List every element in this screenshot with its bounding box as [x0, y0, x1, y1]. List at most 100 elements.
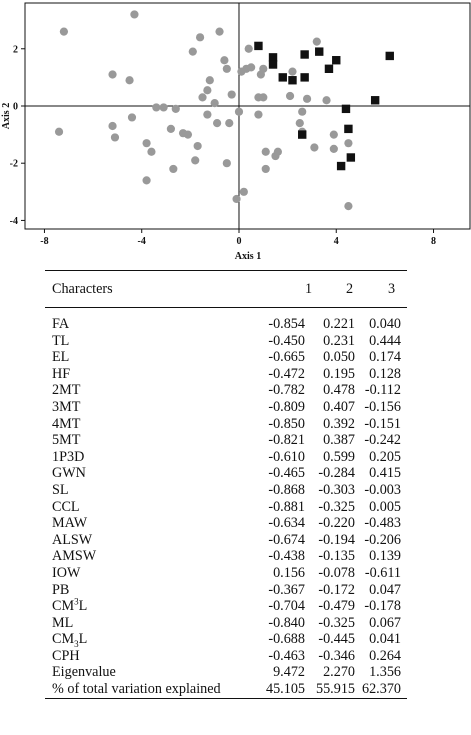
square-data-point: [300, 73, 309, 82]
square-data-point: [300, 50, 309, 59]
table-row: CM3L -0.688 -0.445 0.041: [45, 631, 407, 648]
table-bottom-rule: [45, 697, 407, 699]
row-loading-1: -0.610: [268, 448, 305, 465]
row-loading-1: -0.674: [268, 531, 305, 548]
row-character: Eigenvalue: [52, 664, 116, 681]
circle-data-point: [191, 156, 200, 165]
circle-data-point: [193, 141, 202, 151]
circle-data-point: [210, 99, 219, 108]
table-row: SL -0.868 -0.303 -0.003: [45, 482, 407, 499]
circle-data-point: [285, 91, 295, 101]
row-loading-1: -0.438: [268, 548, 305, 565]
circle-data-point: [215, 27, 224, 36]
square-data-point: [385, 51, 394, 61]
square-data-point: [344, 124, 353, 134]
circle-data-point: [298, 107, 307, 116]
row-character: 5MT: [52, 432, 81, 449]
table-row: EL -0.665 0.050 0.174: [45, 349, 407, 366]
row-loading-1: -0.472: [268, 365, 305, 382]
circle-data-point: [127, 113, 137, 122]
circle-data-point: [234, 107, 244, 116]
circle-data-point: [171, 104, 180, 113]
square-data-point: [315, 47, 324, 56]
circle-data-point: [239, 187, 248, 196]
row-loading-3: 0.264: [369, 647, 401, 664]
table-row: MAW -0.634 -0.220 -0.483: [45, 515, 407, 532]
row-loading-3: 0.174: [369, 349, 401, 366]
row-loading-1: -0.881: [268, 498, 305, 515]
circle-data-point: [108, 70, 117, 79]
header-component-3: 3: [388, 281, 396, 297]
row-loading-3: 0.067: [369, 614, 401, 631]
row-loading-2: -0.135: [318, 548, 355, 565]
circle-data-point: [54, 127, 64, 136]
square-data-point: [370, 96, 380, 105]
circle-data-point: [322, 96, 331, 105]
table-row: GWN -0.465 -0.284 0.415: [45, 465, 407, 482]
x-axis-title: Axis 1: [235, 251, 261, 262]
row-loading-2: 0.050: [323, 349, 355, 366]
circle-data-point: [261, 147, 270, 156]
y-tick-label: 2: [13, 44, 18, 55]
table-row: ALSW -0.674 -0.194 -0.206: [45, 532, 407, 549]
table-row: ML -0.840 -0.325 0.067: [45, 615, 407, 632]
circle-data-point: [110, 133, 120, 142]
row-loading-3: -0.483: [364, 515, 401, 532]
row-loading-2: 0.599: [323, 448, 355, 465]
row-character: MAW: [52, 515, 88, 532]
row-character: AMSW: [52, 548, 97, 565]
circle-data-point: [227, 90, 236, 99]
y-tick-label: 0: [13, 101, 18, 112]
square-data-point: [324, 64, 334, 73]
table-header-rule: [45, 307, 407, 308]
row-loading-1: -0.850: [268, 415, 305, 432]
row-loading-1: -0.665: [268, 349, 305, 366]
table-row: FA -0.854 0.221 0.040: [45, 316, 407, 333]
row-loading-2: -0.325: [318, 614, 355, 631]
table-row: HF -0.472 0.195 0.128: [45, 366, 407, 383]
circle-data-point: [198, 93, 207, 102]
row-loading-2: -0.284: [318, 465, 355, 482]
circle-data-point: [220, 56, 229, 65]
circle-data-point: [244, 44, 253, 53]
row-character: HF: [52, 365, 71, 382]
circle-data-point: [225, 119, 234, 128]
row-loading-3: 0.005: [369, 498, 401, 515]
square-data-point: [298, 130, 307, 139]
axis-ticks: -8 -4 0 4 8 -4 -2 0 2: [10, 44, 436, 247]
row-character: ALSW: [52, 531, 93, 548]
circle-data-point: [247, 63, 256, 72]
row-loading-3: -0.611: [364, 564, 401, 581]
row-loading-2: 0.392: [323, 415, 355, 432]
circle-data-point: [195, 33, 205, 42]
row-character: FA: [52, 316, 70, 332]
table-row: 5MT -0.821 0.387 -0.242: [45, 432, 407, 449]
row-loading-3: -0.242: [364, 432, 401, 449]
circle-data-point: [203, 86, 212, 95]
row-loading-1: 45.105: [265, 681, 305, 698]
row-loading-3: 0.047: [369, 581, 401, 598]
row-loading-1: -0.450: [268, 332, 305, 349]
circle-data-point: [344, 202, 353, 211]
circle-data-point: [288, 67, 297, 76]
loadings-table: Characters 1 2 3 FA -0.854 0.221 0.040 TL -0.…: [45, 270, 407, 699]
zero-lines: [25, 3, 470, 229]
y-tick-label: -4: [10, 216, 18, 227]
row-loading-1: -0.704: [268, 598, 305, 615]
square-data-point: [268, 60, 278, 69]
row-loading-3: -0.112: [364, 382, 401, 399]
circle-data-point: [222, 159, 231, 168]
table-row: % of total variation explained 45.105 55.9…: [45, 681, 407, 698]
square-data-point: [288, 76, 297, 85]
circle-data-point: [130, 10, 139, 19]
square-data-point: [268, 53, 278, 62]
row-character: % of total variation explained: [52, 681, 221, 698]
row-loading-2: 0.407: [323, 398, 355, 415]
table-row: Eigenvalue 9.472 2.270 1.356: [45, 664, 407, 681]
row-loading-2: -0.220: [318, 515, 355, 532]
row-loading-3: 0.041: [369, 631, 401, 648]
row-character: IOW: [52, 564, 81, 581]
x-tick-label: 4: [334, 236, 339, 247]
row-loading-1: -0.840: [268, 614, 305, 631]
row-loading-3: 0.444: [369, 332, 401, 349]
